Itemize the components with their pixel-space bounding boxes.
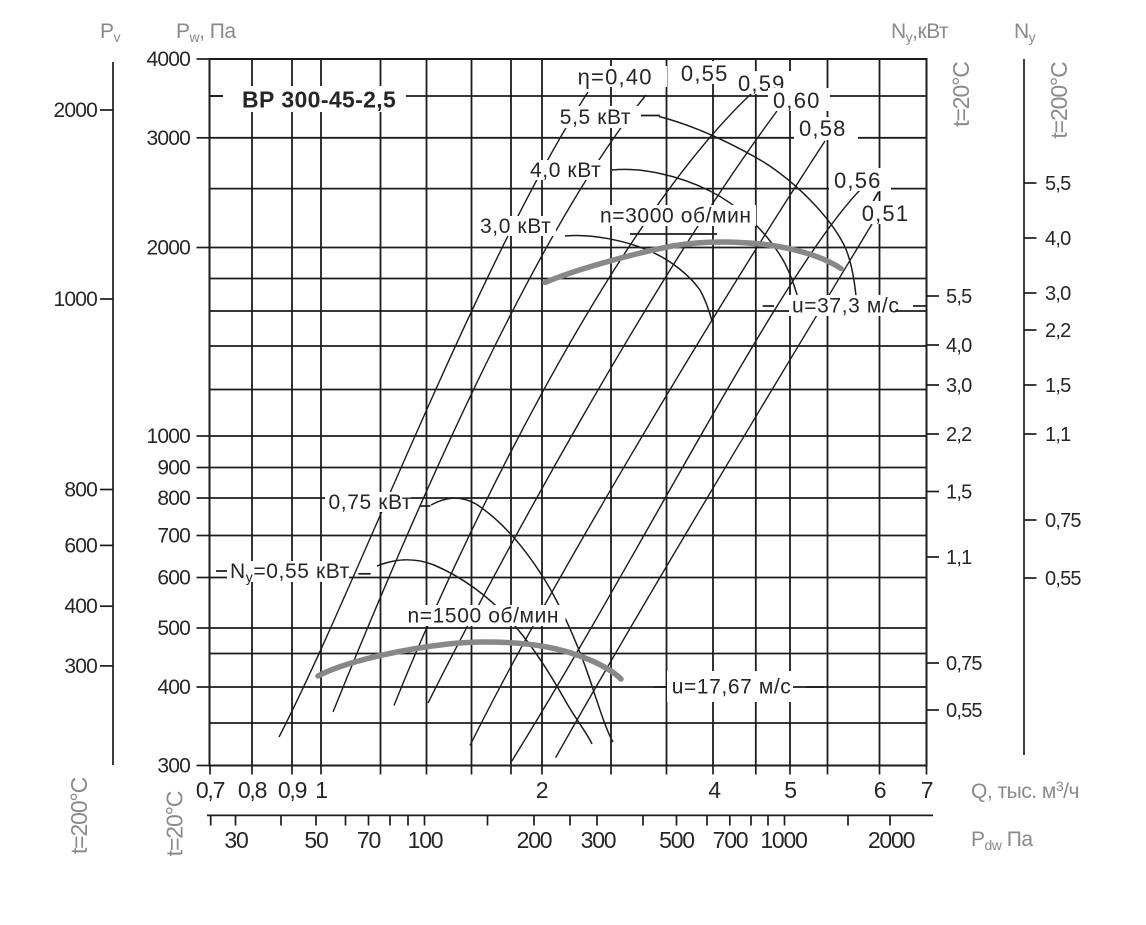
svg-text:0,55: 0,55 [1045,568,1081,590]
svg-text:Q, тыс. м3/ч: Q, тыс. м3/ч [971,778,1079,803]
svg-text:800: 800 [157,487,190,510]
svg-text:2000: 2000 [146,237,190,260]
svg-text:η=0,40: η=0,40 [578,65,653,90]
svg-text:900: 900 [157,457,190,480]
svg-text:500: 500 [157,617,190,640]
svg-text:t=200°C: t=200°C [66,777,92,854]
svg-text:5,5 кВт: 5,5 кВт [560,106,631,129]
svg-text:0,58: 0,58 [799,116,847,141]
svg-text:30: 30 [224,827,248,853]
svg-text:u=37,3 м/с: u=37,3 м/с [792,295,899,318]
svg-text:50: 50 [304,827,328,853]
svg-text:4,0: 4,0 [1045,228,1071,250]
svg-text:2,2: 2,2 [946,424,972,446]
svg-text:1,1: 1,1 [1045,424,1071,446]
svg-text:t=200°C: t=200°C [1046,62,1072,139]
svg-text:300: 300 [157,755,190,778]
svg-text:Ny,кВт: Ny,кВт [891,20,949,45]
svg-text:3,0: 3,0 [946,375,972,397]
svg-text:400: 400 [64,595,97,618]
svg-text:0,55: 0,55 [946,700,982,722]
svg-text:0,8: 0,8 [238,777,267,803]
svg-text:3000: 3000 [146,127,190,150]
svg-text:2,2: 2,2 [1045,320,1071,342]
svg-text:4,0 кВт: 4,0 кВт [530,159,601,182]
svg-text:300: 300 [581,827,616,853]
svg-text:u=17,67 м/с: u=17,67 м/с [672,676,792,699]
svg-text:0,75 кВт: 0,75 кВт [329,491,413,514]
svg-text:0,9: 0,9 [278,777,307,803]
svg-text:Pdw Па: Pdw Па [971,828,1033,853]
svg-text:100: 100 [408,827,443,853]
svg-text:5,5: 5,5 [1045,173,1071,195]
svg-text:0,7: 0,7 [196,777,225,803]
svg-text:0,55: 0,55 [681,61,729,86]
svg-text:n=1500 об/мин: n=1500 об/мин [408,605,560,628]
svg-text:4000: 4000 [146,48,190,71]
svg-text:700: 700 [157,525,190,548]
svg-text:ВР 300-45-2,5: ВР 300-45-2,5 [242,87,396,113]
svg-text:2000: 2000 [868,827,915,853]
svg-text:1000: 1000 [760,827,807,853]
svg-text:Pw, Па: Pw, Па [176,20,236,45]
svg-text:600: 600 [64,534,97,557]
svg-text:3,0 кВт: 3,0 кВт [480,215,551,238]
svg-text:1000: 1000 [146,425,190,448]
svg-text:1000: 1000 [53,288,97,311]
svg-text:200: 200 [517,827,552,853]
svg-text:800: 800 [64,479,97,502]
svg-text:t=20°C: t=20°C [162,791,188,856]
svg-text:0,75: 0,75 [1045,510,1081,532]
svg-text:3,0: 3,0 [1045,283,1071,305]
svg-text:0,51: 0,51 [862,201,910,226]
svg-text:t=20°C: t=20°C [948,62,974,127]
svg-text:6: 6 [874,777,886,803]
svg-text:5,5: 5,5 [946,286,972,308]
svg-text:0,60: 0,60 [773,88,821,113]
svg-text:1,5: 1,5 [1045,375,1071,397]
svg-text:2000: 2000 [53,99,97,122]
svg-text:4: 4 [708,777,721,803]
svg-text:1,5: 1,5 [946,482,972,504]
svg-text:2: 2 [536,777,548,803]
svg-text:70: 70 [357,827,381,853]
svg-text:600: 600 [157,567,190,590]
svg-text:300: 300 [64,655,97,678]
svg-text:0,75: 0,75 [946,653,982,675]
svg-text:700: 700 [713,827,748,853]
svg-text:4,0: 4,0 [946,335,972,357]
svg-text:500: 500 [659,827,694,853]
svg-text:7: 7 [921,777,933,803]
svg-text:1: 1 [315,777,327,803]
svg-text:n=3000 об/мин: n=3000 об/мин [600,205,752,228]
svg-text:0,56: 0,56 [834,168,882,193]
svg-text:5: 5 [784,777,796,803]
svg-text:400: 400 [157,676,190,699]
svg-text:1,1: 1,1 [946,547,972,569]
